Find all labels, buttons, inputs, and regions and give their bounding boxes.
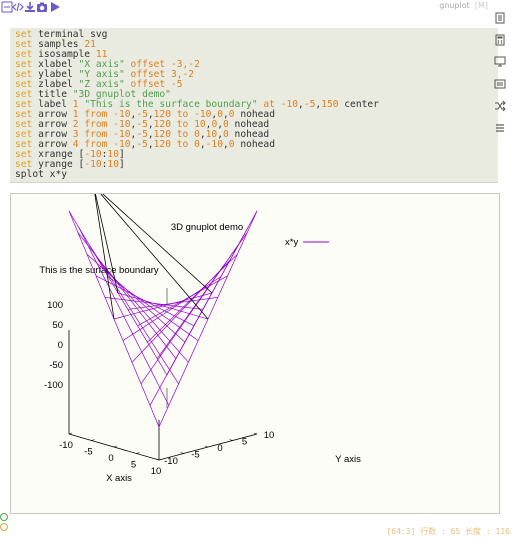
camera-icon[interactable]	[36, 1, 48, 13]
monitor-icon[interactable]	[494, 55, 506, 67]
boundary-arrow	[102, 194, 213, 294]
x-tick-label: 0	[108, 453, 113, 464]
plot-title: 3D gnuplot demo	[171, 222, 243, 233]
code-line[interactable]: set xlabel "X axis" offset -3,-2	[15, 59, 200, 70]
code-line[interactable]: set terminal svg	[15, 29, 108, 40]
z-tick-label: 0	[58, 340, 63, 351]
download-icon[interactable]	[24, 1, 36, 13]
z-tick-label: 50	[52, 320, 63, 331]
x-axis-label: X axis	[106, 473, 132, 484]
surface-line-x	[122, 276, 222, 341]
x-tick-mark	[158, 458, 163, 461]
y-tick-mark	[180, 452, 184, 454]
document-icon[interactable]	[494, 12, 506, 24]
y-tick-mark	[253, 432, 258, 435]
code-line[interactable]: set title "3D gnuplot demo"	[15, 89, 171, 100]
x-tick-label: 10	[151, 466, 162, 477]
x-tick-mark	[113, 445, 118, 448]
calculator-icon[interactable]	[494, 34, 506, 46]
z-tick-label: 100	[47, 300, 63, 311]
code-line[interactable]: set arrow 3 from -10,-5,120 to 0,10,0 no…	[15, 129, 270, 140]
code-text[interactable]: set terminal svg set samples 21 set isosam…	[10, 28, 498, 180]
code-line[interactable]: set xrange [-10:10]	[15, 149, 125, 160]
status-indicator-top	[0, 513, 8, 521]
surface-line-y	[156, 232, 248, 359]
surface-line-y	[127, 297, 218, 310]
plot-output: 3D gnuplot demo x*y 100 50 0 -50 -100 This is t…	[10, 193, 500, 514]
x-tick-mark	[91, 439, 95, 441]
boundary-arrow	[100, 194, 209, 320]
code-line[interactable]: set yrange [-10:10]	[15, 159, 125, 170]
y-tick-label: -5	[191, 450, 199, 461]
z-tick-label: -50	[49, 360, 63, 371]
status-indicator-bottom	[0, 523, 8, 531]
language-label: gnuplot [M]	[439, 1, 488, 10]
surface-line-y	[147, 253, 238, 343]
boundary-arrow	[95, 194, 119, 294]
x-tick-mark	[136, 452, 140, 454]
x-tick-mark	[68, 432, 73, 435]
y-axis-label: Y axis	[335, 454, 361, 465]
code-icon[interactable]	[12, 1, 24, 13]
surface-line-y	[137, 275, 228, 327]
y-tick-label: 0	[217, 443, 222, 454]
collapse-icon[interactable]	[1, 1, 13, 13]
x-tick-label: 5	[131, 460, 136, 471]
code-line[interactable]: set label 1 "This is the surface boundar…	[15, 99, 379, 110]
code-line[interactable]: set ylabel "Y axis" offset 3,-2	[15, 69, 195, 80]
y-tick-label: -10	[164, 456, 178, 467]
code-line[interactable]: set arrow 1 from -10,-5,120 to -10,0,0 n…	[15, 109, 275, 120]
legend-label: x*y	[285, 237, 298, 248]
boundary-arrow	[94, 194, 115, 320]
code-line[interactable]: set samples 21	[15, 39, 96, 50]
code-line[interactable]: splot x*y	[15, 169, 67, 180]
menu-icon[interactable]	[494, 122, 506, 134]
x-tick-label: -5	[84, 447, 92, 458]
z-tick-label: -100	[44, 380, 63, 391]
surface-line-y	[117, 292, 209, 320]
code-line[interactable]: set arrow 2 from -10,-5,120 to 10,0,0 no…	[15, 119, 270, 130]
y-tick-label: 10	[264, 430, 275, 441]
x-tick-label: -10	[59, 440, 73, 451]
shuffle-icon[interactable]	[494, 100, 506, 112]
y-tick-mark	[229, 439, 233, 441]
code-line[interactable]: set arrow 4 from -10,-5,120 to 0,-10,0 n…	[15, 139, 275, 150]
code-line[interactable]: set isosample 11	[15, 49, 108, 60]
code-editor[interactable]: set terminal svg set samples 21 set isosam…	[10, 28, 498, 183]
code-line[interactable]: set zlabel "Z axis" offset -5	[15, 79, 183, 90]
y-tick-label: 5	[242, 437, 247, 448]
status-bar: [64:3] 行数 : 65 长度 : 116	[386, 527, 510, 536]
surface-boundary-label: This is the surface boundary	[39, 265, 159, 276]
run-icon[interactable]	[49, 1, 61, 13]
y-tick-mark	[155, 458, 160, 461]
y-tick-mark	[204, 445, 209, 448]
toolbar: gnuplot [M]	[0, 0, 490, 14]
settings-icon[interactable]	[494, 78, 506, 90]
